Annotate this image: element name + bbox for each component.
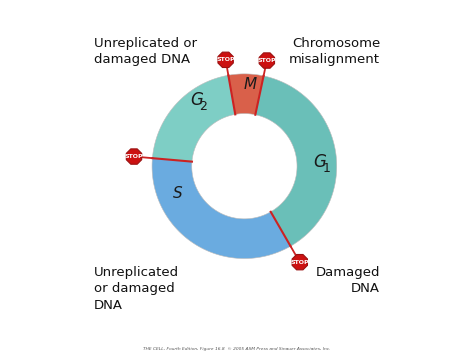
Polygon shape: [255, 76, 337, 246]
Text: STOP: STOP: [125, 154, 143, 159]
Text: G: G: [190, 91, 203, 109]
Text: Unreplicated or
damaged DNA: Unreplicated or damaged DNA: [94, 37, 197, 66]
Polygon shape: [127, 149, 142, 164]
Polygon shape: [153, 75, 235, 162]
Polygon shape: [259, 53, 274, 68]
Text: STOP: STOP: [216, 57, 235, 62]
Text: M: M: [243, 77, 256, 92]
Text: Chromosome
misalignment: Chromosome misalignment: [289, 37, 380, 66]
Text: THE CELL, Fourth Edition, Figure 16.8  © 2005 ASM Press and Sinauer Associates, : THE CELL, Fourth Edition, Figure 16.8 © …: [143, 348, 331, 351]
Text: Damaged
DNA: Damaged DNA: [316, 266, 380, 295]
Text: STOP: STOP: [291, 260, 309, 265]
Text: G: G: [314, 153, 327, 171]
Text: S: S: [173, 186, 182, 201]
Polygon shape: [218, 52, 233, 67]
Text: 1: 1: [323, 162, 330, 175]
Text: Unreplicated
or damaged
DNA: Unreplicated or damaged DNA: [94, 266, 179, 312]
Polygon shape: [228, 74, 264, 115]
Text: 2: 2: [199, 100, 207, 113]
Polygon shape: [292, 255, 308, 270]
Polygon shape: [152, 158, 291, 258]
Text: STOP: STOP: [257, 58, 276, 63]
